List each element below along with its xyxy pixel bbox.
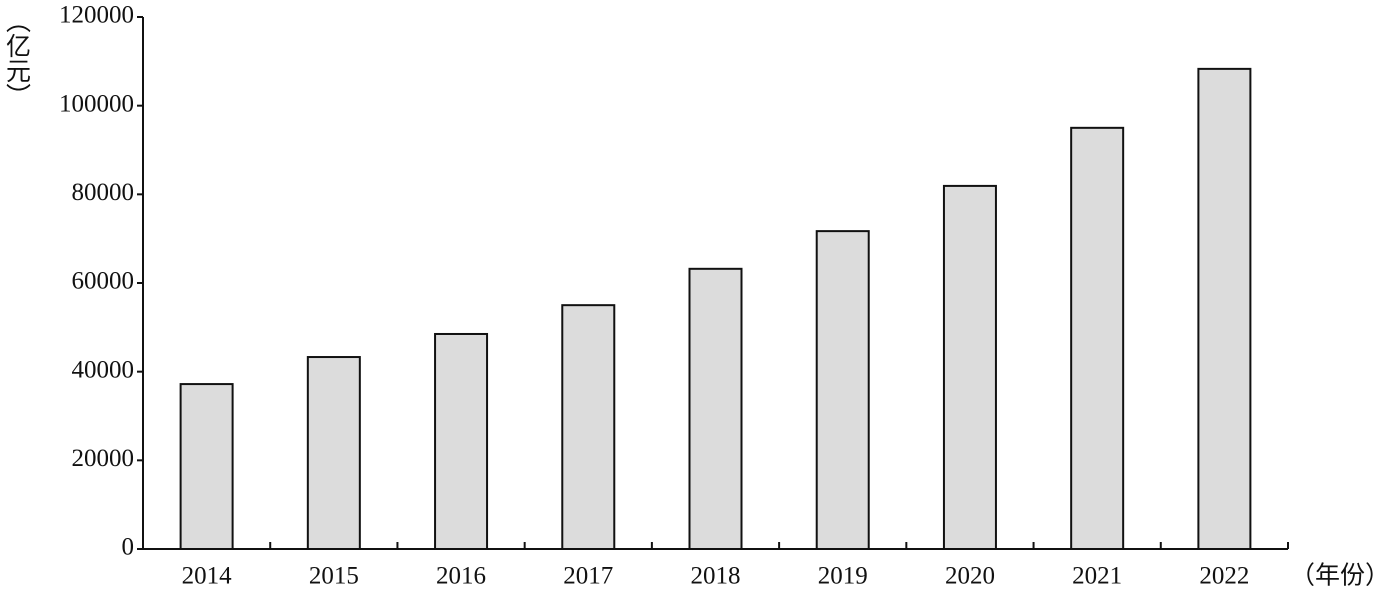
x-tick-label: 2015 <box>309 563 359 590</box>
bar <box>1070 126 1125 550</box>
x-tick-label: 2022 <box>1199 563 1249 590</box>
x-tick-label: 2021 <box>1072 563 1122 590</box>
y-tick-label: 60000 <box>72 268 135 295</box>
bar <box>688 267 743 550</box>
bar <box>434 332 489 550</box>
y-tick-label: 80000 <box>72 179 135 206</box>
x-tick-label: 2019 <box>818 563 868 590</box>
y-tick-label: 40000 <box>72 356 135 383</box>
x-axis-label: （年份） <box>1290 562 1390 590</box>
y-tick-label: 100000 <box>59 90 134 117</box>
y-tick-label: 120000 <box>59 2 134 29</box>
bar <box>179 383 234 550</box>
bar <box>1197 67 1252 551</box>
x-tick-label: 2020 <box>945 563 995 590</box>
bar <box>306 356 361 550</box>
y-axis-label: （亿元） <box>3 8 32 108</box>
x-tick-label: 2017 <box>563 563 613 590</box>
y-tick-label: 0 <box>122 534 135 561</box>
bar <box>942 184 997 550</box>
bar <box>561 304 616 550</box>
y-tick-label: 20000 <box>72 445 135 472</box>
x-tick-label: 2018 <box>691 563 741 590</box>
x-tick-label: 2014 <box>182 563 233 590</box>
x-tick-label: 2016 <box>436 563 486 590</box>
bar <box>815 230 870 550</box>
